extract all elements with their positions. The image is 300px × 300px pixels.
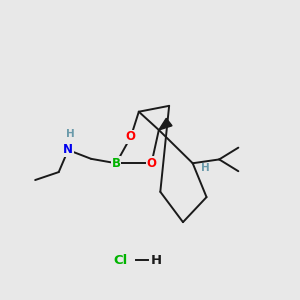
Text: H: H (150, 254, 161, 267)
Text: N: N (63, 143, 73, 157)
Text: H: H (65, 129, 74, 139)
Text: B: B (112, 157, 121, 170)
Text: O: O (126, 130, 136, 143)
Polygon shape (159, 118, 172, 130)
Text: O: O (146, 157, 157, 170)
Text: Cl: Cl (113, 254, 128, 267)
Text: H: H (201, 163, 210, 173)
